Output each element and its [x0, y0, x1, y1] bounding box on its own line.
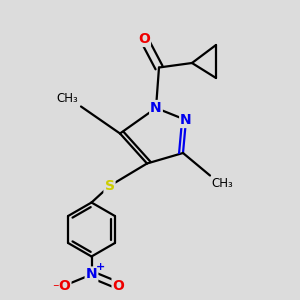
Text: N: N	[86, 268, 97, 281]
Text: CH₃: CH₃	[56, 92, 78, 105]
Text: O: O	[58, 279, 70, 292]
Text: O: O	[112, 279, 124, 292]
Text: N: N	[180, 113, 192, 127]
Text: N: N	[150, 101, 162, 115]
Text: CH₃: CH₃	[212, 177, 233, 190]
Text: O: O	[138, 32, 150, 46]
Text: +: +	[96, 262, 105, 272]
Text: ⁻: ⁻	[52, 282, 59, 295]
Text: S: S	[104, 179, 115, 193]
